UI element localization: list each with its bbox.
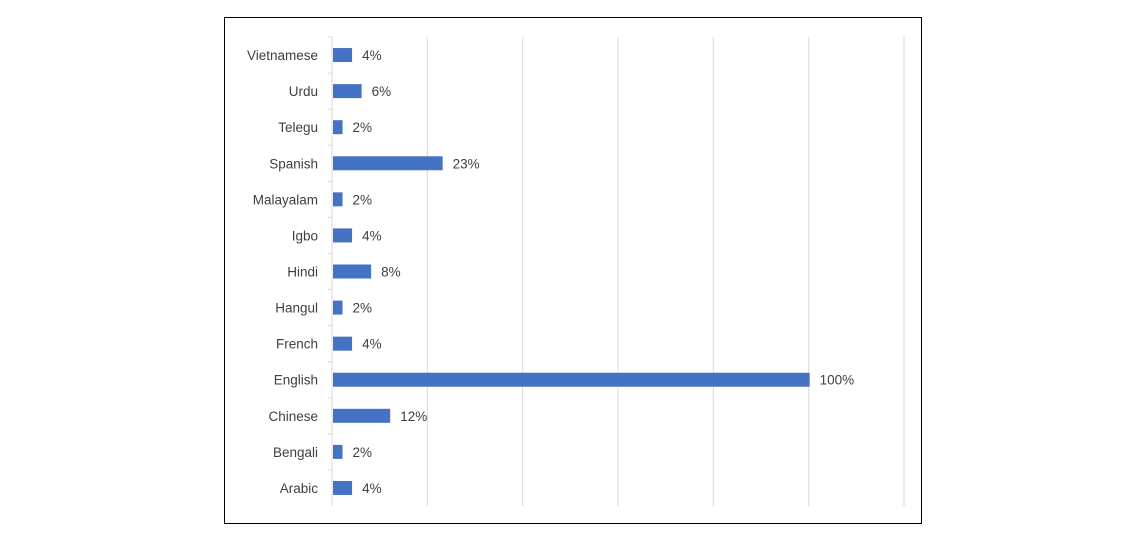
data-label: 4%: [362, 337, 382, 352]
category-label: Hindi: [287, 265, 318, 280]
bar: [333, 372, 810, 387]
category-label: Hangul: [275, 301, 318, 316]
bar: [333, 480, 353, 495]
bar: [333, 192, 343, 207]
data-label: 4%: [362, 481, 382, 496]
data-label: 4%: [362, 48, 382, 63]
bar: [333, 408, 391, 423]
bars: [333, 48, 810, 495]
bar: [333, 48, 353, 63]
category-label: Spanish: [269, 156, 318, 171]
bar: [333, 156, 443, 171]
bar: [333, 84, 362, 99]
category-label: Telegu: [278, 120, 318, 135]
category-label: Arabic: [280, 481, 319, 496]
bar: [333, 300, 343, 315]
labels: Vietnamese 4% Urdu 6% Telegu 2% Spanish 23% Mala…: [247, 48, 854, 496]
category-label: Vietnamese: [247, 48, 318, 63]
category-label: Bengali: [273, 445, 318, 460]
category-label: Igbo: [292, 228, 318, 243]
category-label: English: [274, 373, 318, 388]
category-label: Chinese: [268, 409, 318, 424]
data-label: 12%: [400, 409, 427, 424]
bar: [333, 336, 353, 351]
data-label: 4%: [362, 228, 382, 243]
data-label: 6%: [372, 84, 392, 99]
data-label: 2%: [353, 120, 373, 135]
category-axis: [328, 36, 333, 506]
bar: [333, 228, 353, 243]
data-label: 8%: [381, 265, 401, 280]
gridlines: [426, 37, 905, 506]
data-label: 2%: [353, 301, 373, 316]
data-label: 2%: [353, 445, 373, 460]
data-label: 23%: [453, 156, 480, 171]
bar: [333, 444, 343, 459]
data-label: 2%: [353, 192, 373, 207]
category-label: French: [276, 337, 318, 352]
bar: [333, 264, 372, 279]
category-label: Malayalam: [253, 192, 318, 207]
data-label: 100%: [820, 373, 855, 388]
category-label: Urdu: [289, 84, 318, 99]
bar: [333, 120, 343, 135]
